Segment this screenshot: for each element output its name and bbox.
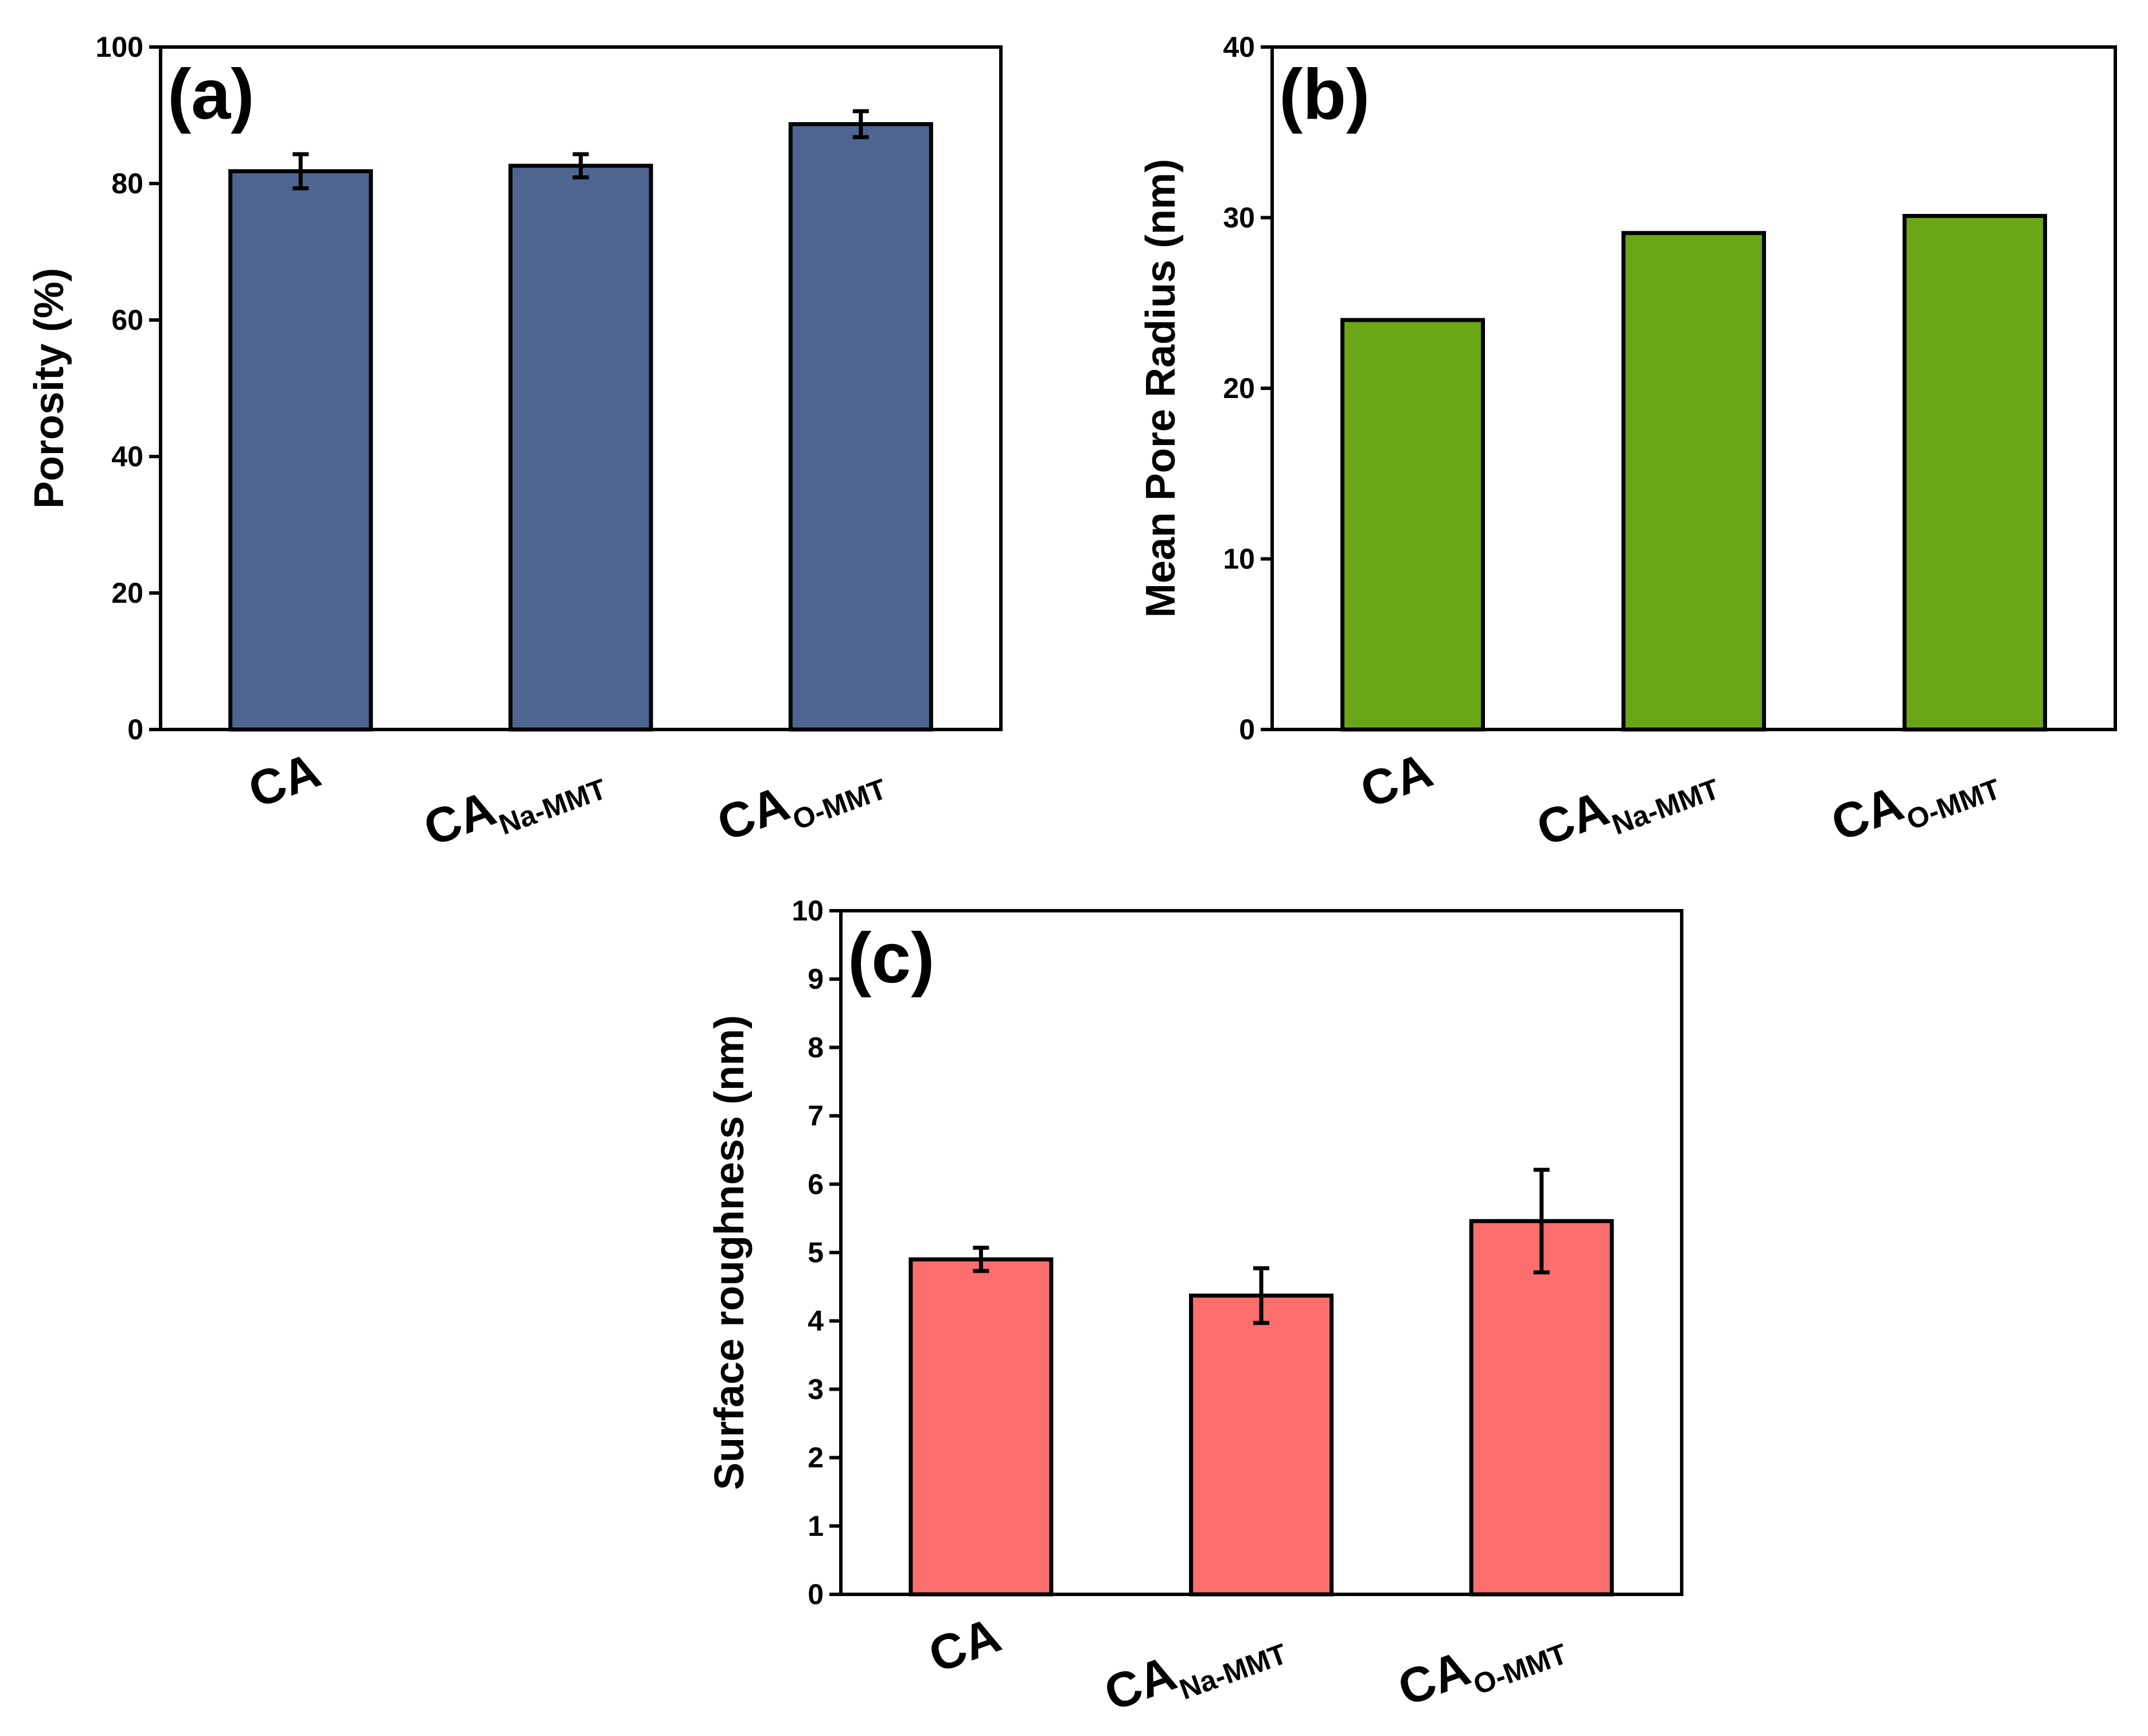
panel-label: (a) [167, 55, 255, 134]
panel-label: (c) [848, 919, 935, 998]
y-tick-label: 8 [808, 1031, 824, 1063]
y-tick-label: 10 [792, 895, 824, 927]
error-bar-1 [293, 152, 309, 190]
x-category-label: CAO-MMT [1825, 743, 2005, 861]
y-tick-label: 3 [808, 1373, 824, 1405]
y-tick-label: 6 [808, 1168, 824, 1200]
x-category-main: CA [241, 743, 328, 819]
x-category-main: CA [417, 781, 503, 857]
y-tick-label: 60 [111, 304, 143, 336]
error-bar-2 [572, 152, 589, 180]
bar-3 [788, 122, 933, 732]
x-category-main: CA [922, 1608, 1008, 1684]
bar-1 [909, 1257, 1054, 1597]
x-category-subscript: O-MMT [1469, 1637, 1571, 1701]
y-tick-label: 100 [96, 31, 143, 63]
y-tick-label: 0 [127, 713, 143, 746]
y-tick-label: 20 [111, 577, 143, 609]
y-tick-label: 9 [808, 963, 824, 995]
x-category-label: CANa-MMT [1530, 743, 1724, 865]
x-category-label: CAO-MMT [1391, 1608, 1571, 1726]
x-category-label: CANa-MMT [1097, 1608, 1291, 1730]
bar-2 [1621, 231, 1766, 732]
y-tick-label: 40 [1223, 31, 1255, 63]
x-category-label: CA [922, 1608, 1008, 1684]
error-bar-1 [973, 1246, 989, 1273]
y-axis-title: Porosity (%) [26, 268, 72, 509]
x-category-subscript: O-MMT [788, 773, 890, 836]
y-tick-label: 0 [1239, 713, 1255, 746]
x-category-main: CA [1530, 781, 1616, 857]
error-bar-3 [1533, 1168, 1550, 1275]
x-category-subscript: Na-MMT [1175, 1637, 1291, 1706]
x-category-main: CA [711, 776, 797, 852]
x-category-main: CA [1354, 743, 1440, 819]
bar-1 [1340, 318, 1485, 732]
bar-2 [1189, 1293, 1334, 1597]
panel-label: (b) [1279, 55, 1370, 134]
x-category-subscript: Na-MMT [1608, 773, 1724, 841]
y-axis-title: Mean Pore Radius (nm) [1138, 159, 1184, 618]
y-tick-label: 10 [1223, 543, 1255, 575]
x-category-subscript: Na-MMT [495, 773, 611, 841]
bar-3 [1903, 214, 2047, 732]
x-category-main: CA [1825, 776, 1911, 852]
y-tick-label: 30 [1223, 202, 1255, 234]
bar-3 [1469, 1219, 1614, 1597]
y-axis-title: Surface roughness (nm) [707, 1015, 753, 1490]
x-category-label: CAO-MMT [711, 743, 891, 861]
y-tick-label: 5 [808, 1236, 824, 1269]
y-tick-label: 40 [111, 440, 143, 473]
y-tick-label: 20 [1223, 372, 1255, 404]
y-tick-label: 80 [111, 167, 143, 200]
y-tick-label: 1 [808, 1510, 824, 1542]
x-category-subscript: O-MMT [1903, 773, 2005, 836]
x-category-main: CA [1097, 1645, 1183, 1722]
bar-1 [228, 169, 373, 732]
y-tick-label: 7 [808, 1100, 824, 1132]
plot-frame [159, 45, 1003, 731]
bar-2 [508, 163, 653, 732]
x-category-label: CA [1354, 743, 1440, 819]
y-tick-label: 0 [808, 1578, 824, 1610]
x-category-label: CANa-MMT [417, 743, 611, 865]
error-bar-3 [852, 109, 869, 139]
error-bar-2 [1253, 1266, 1269, 1325]
y-tick-label: 2 [808, 1442, 824, 1474]
x-category-main: CA [1391, 1641, 1477, 1717]
y-tick-label: 4 [808, 1305, 824, 1337]
x-category-label: CA [241, 743, 328, 819]
